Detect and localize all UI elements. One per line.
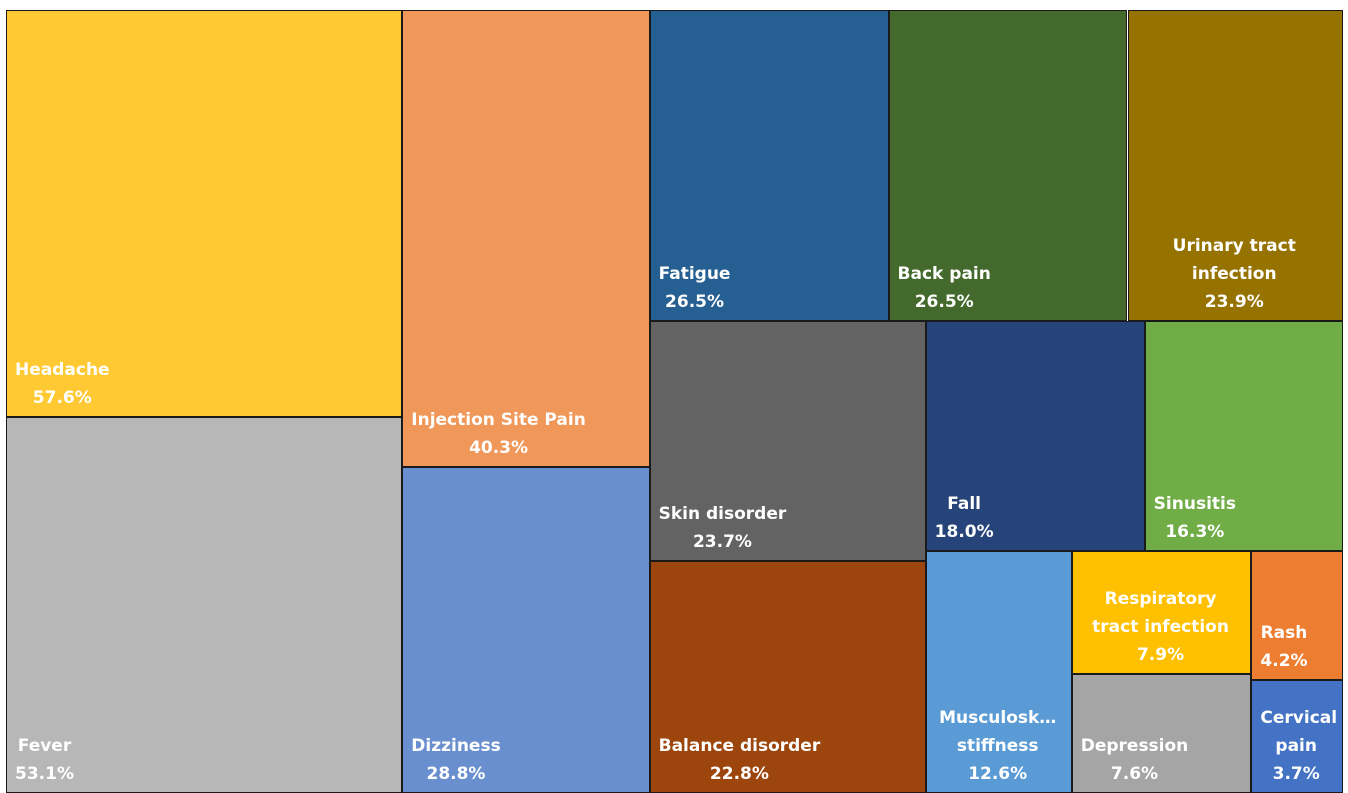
tile: Depression 7.6% [1071, 674, 1252, 793]
tile-label: Musculosk… stiffness 12.6% [935, 704, 1061, 788]
tile-label: Headache 57.6% [15, 356, 110, 412]
category-label: Skin disorder [658, 504, 787, 525]
category-label: Urinary tract infection [1172, 235, 1296, 284]
tile: Rash 4.2% [1251, 551, 1343, 680]
category-label: Balance disorder [658, 735, 821, 756]
value-label: 3.7% [1272, 763, 1320, 784]
tile-label: Balance disorder 22.8% [659, 732, 821, 788]
tile: Cervical pain 3.7% [1251, 679, 1343, 793]
value-label: 22.8% [709, 763, 769, 784]
tile-label: Fatigue 26.5% [659, 260, 731, 316]
tile: Fever 53.1% [6, 417, 403, 793]
tile: Back pain 26.5% [888, 10, 1128, 321]
tile: Musculosk… stiffness 12.6% [925, 551, 1072, 793]
tile: Fall 18.0% [925, 320, 1145, 552]
tile: Headache 57.6% [6, 10, 403, 418]
value-label: 12.6% [968, 763, 1028, 784]
tile-label: Fever 53.1% [15, 732, 74, 788]
tile: Skin disorder 23.7% [649, 320, 926, 562]
tile-label: Injection Site Pain 40.3% [411, 406, 586, 462]
tile: Urinary tract infection 23.9% [1127, 10, 1343, 321]
tile-label: Urinary tract infection 23.9% [1137, 232, 1332, 316]
value-label: 57.6% [32, 388, 92, 409]
tile: Fatigue 26.5% [649, 10, 889, 321]
category-label: Dizziness [411, 735, 501, 756]
value-label: 16.3% [1165, 522, 1225, 543]
tile-label: Back pain 26.5% [898, 260, 991, 316]
category-label: Depression [1080, 735, 1189, 756]
category-label: Fever [17, 735, 72, 756]
value-label: 23.9% [1204, 291, 1264, 312]
value-label: 53.1% [15, 763, 74, 784]
value-label: 23.7% [692, 532, 752, 553]
value-label: 26.5% [914, 291, 974, 312]
value-label: 7.9% [1136, 645, 1185, 666]
category-label: Fatigue [658, 263, 731, 284]
value-label: 4.2% [1260, 650, 1308, 671]
value-label: 7.6% [1110, 763, 1159, 784]
value-label: 18.0% [934, 522, 994, 543]
category-label: Musculosk… stiffness [939, 707, 1057, 756]
tile-label: Sinusitis 16.3% [1154, 490, 1236, 546]
tile-label: Fall 18.0% [935, 490, 994, 546]
tile-label: Cervical pain 3.7% [1260, 704, 1338, 788]
tile-label: Depression 7.6% [1081, 732, 1189, 788]
tile-label: Rash 4.2% [1260, 619, 1307, 675]
category-label: Headache [15, 360, 110, 381]
category-label: Cervical pain [1260, 707, 1338, 756]
tile-label: Respiratory tract infection 7.9% [1081, 585, 1241, 669]
tile: Injection Site Pain 40.3% [402, 10, 650, 467]
value-label: 40.3% [469, 437, 529, 458]
category-label: Injection Site Pain [411, 409, 586, 430]
category-label: Sinusitis [1153, 494, 1236, 515]
category-label: Back pain [897, 263, 991, 284]
tile-label: Dizziness 28.8% [411, 732, 500, 788]
tile: Respiratory tract infection 7.9% [1071, 551, 1252, 675]
tile-label: Skin disorder 23.7% [659, 500, 787, 556]
value-label: 28.8% [426, 763, 486, 784]
value-label: 26.5% [665, 291, 725, 312]
category-label: Rash [1260, 622, 1308, 643]
tile: Dizziness 28.8% [402, 466, 650, 793]
category-label: Fall [947, 494, 982, 515]
tile: Sinusitis 16.3% [1144, 320, 1343, 552]
tile: Balance disorder 22.8% [649, 561, 926, 793]
category-label: Respiratory tract infection [1092, 589, 1229, 638]
